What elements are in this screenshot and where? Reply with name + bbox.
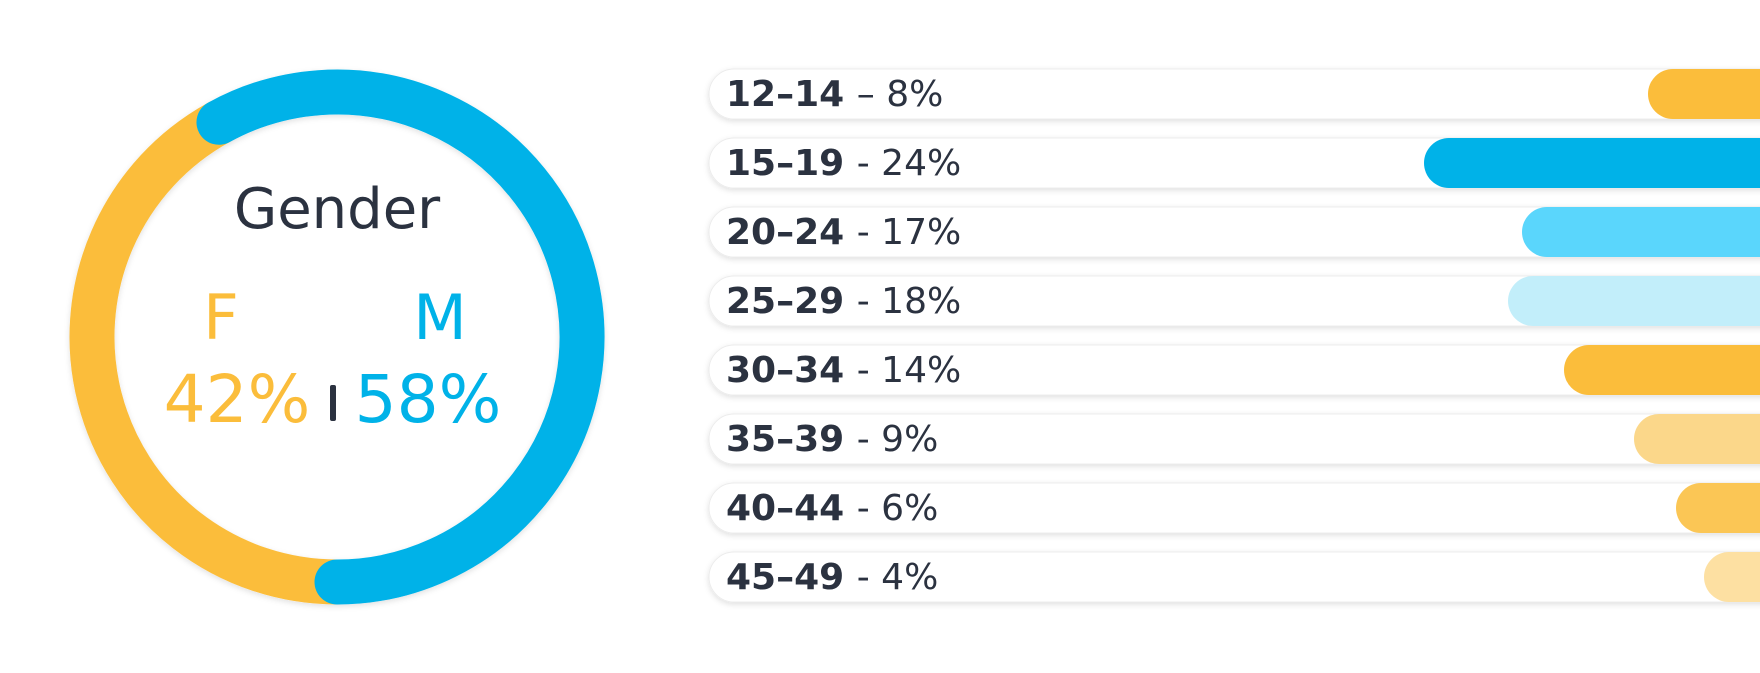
share-label: - 6% [857,488,939,529]
age-range: 30–34 [726,350,844,391]
gender-label: M [413,281,467,354]
age-range: 20–24 [726,212,844,253]
bar [1522,207,1760,257]
share-label: - 17% [857,212,961,253]
donut-title: Gender [234,177,441,242]
bar [1424,138,1760,188]
bar [1564,345,1760,395]
share-label: - 14% [857,350,961,391]
bar-label: 45–49 - 4% [726,557,938,598]
bar-label: 12–14 – 8% [726,74,943,115]
bar-label: 30–34 - 14% [726,350,961,391]
divider [330,385,336,421]
bar-track [708,413,1760,465]
age-range: 25–29 [726,281,844,322]
bar-track [708,68,1760,120]
bar-track [708,551,1760,603]
age-range: 45–49 [726,557,844,598]
age-range: 40–44 [726,488,844,529]
donut-segment [69,99,360,605]
age-range: 12–14 [726,74,844,115]
gender-value: 42% [164,361,311,438]
bar-label: 15–19 - 24% [726,143,961,184]
bar [1508,276,1760,326]
bar [1676,483,1760,533]
bar-label: 40–44 - 6% [726,488,938,529]
gender-value: 58% [355,361,502,438]
bar [1704,552,1760,602]
bar-label: 25–29 - 18% [726,281,961,322]
share-label: - 4% [857,557,939,598]
share-label: - 9% [857,419,939,460]
age-range: 15–19 [726,143,844,184]
donut-segment [196,69,605,605]
bar [1648,69,1760,119]
bar-label: 35–39 - 9% [726,419,938,460]
bar-track [708,482,1760,534]
share-label: - 24% [857,143,961,184]
bar [1634,414,1760,464]
bar-track [708,344,1760,396]
age-range: 35–39 [726,419,844,460]
bar-track [708,275,1760,327]
share-label: - 18% [857,281,961,322]
gender-label: F [203,281,239,354]
bar-track [708,206,1760,258]
bar-label: 20–24 - 17% [726,212,961,253]
share-label: – 8% [857,74,944,115]
